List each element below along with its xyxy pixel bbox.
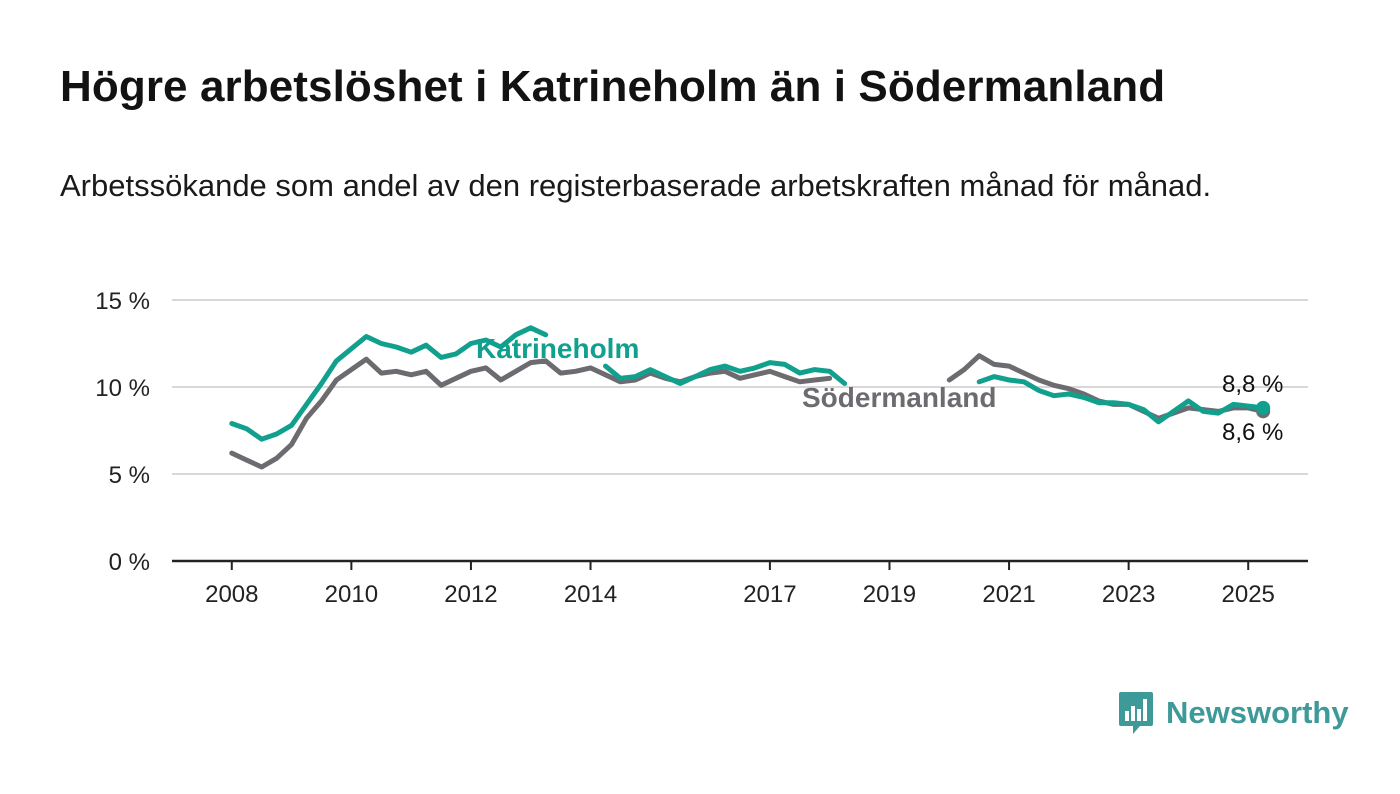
- x-tick-label: 2010: [325, 581, 378, 608]
- series-line-katrineholm: [229, 325, 1266, 442]
- series-label-sodermanland: Södermanland: [802, 382, 996, 413]
- series-lines: [229, 325, 1271, 470]
- x-tick-label: 2025: [1222, 581, 1275, 608]
- y-tick-label: 0 %: [109, 549, 150, 576]
- y-tick-label: 5 %: [109, 462, 150, 489]
- gridlines: [172, 299, 1308, 563]
- x-tick-label: 2017: [743, 581, 796, 608]
- series-label-katrineholm: Katrineholm: [476, 333, 639, 364]
- end-value-label: 8,6 %: [1222, 419, 1283, 446]
- x-tick-label: 2021: [982, 581, 1035, 608]
- brand-name: Newsworthy: [1166, 695, 1349, 730]
- chart-title: Högre arbetslöshet i Katrineholm än i Sö…: [60, 62, 1166, 111]
- series-line-södermanland: [229, 353, 1266, 470]
- x-tick-label: 2014: [564, 581, 617, 608]
- x-tick-label: 2008: [205, 581, 258, 608]
- series-end-point: [1256, 400, 1271, 415]
- x-axis-ticks: 2008 2010 2012 2014 2017 2019 2021 2023 2025: [205, 561, 1275, 608]
- y-tick-label: 10 %: [95, 375, 150, 402]
- y-tick-label: 15 %: [95, 288, 150, 315]
- y-axis-ticks: 0 % 5 % 10 % 15 %: [95, 288, 150, 576]
- end-value-label: 8,8 %: [1222, 371, 1283, 398]
- chart-subtitle: Arbetssökande som andel av den registerb…: [60, 168, 1212, 203]
- x-tick-label: 2012: [444, 581, 497, 608]
- bar-chart-speech-bubble-icon: [1119, 692, 1153, 734]
- newsworthy-logo: Newsworthy: [1118, 690, 1349, 736]
- x-tick-label: 2019: [863, 581, 916, 608]
- series-labels: Katrineholm Södermanland 8,8 % 8,6 %: [476, 333, 1283, 446]
- x-tick-label: 2023: [1102, 581, 1155, 608]
